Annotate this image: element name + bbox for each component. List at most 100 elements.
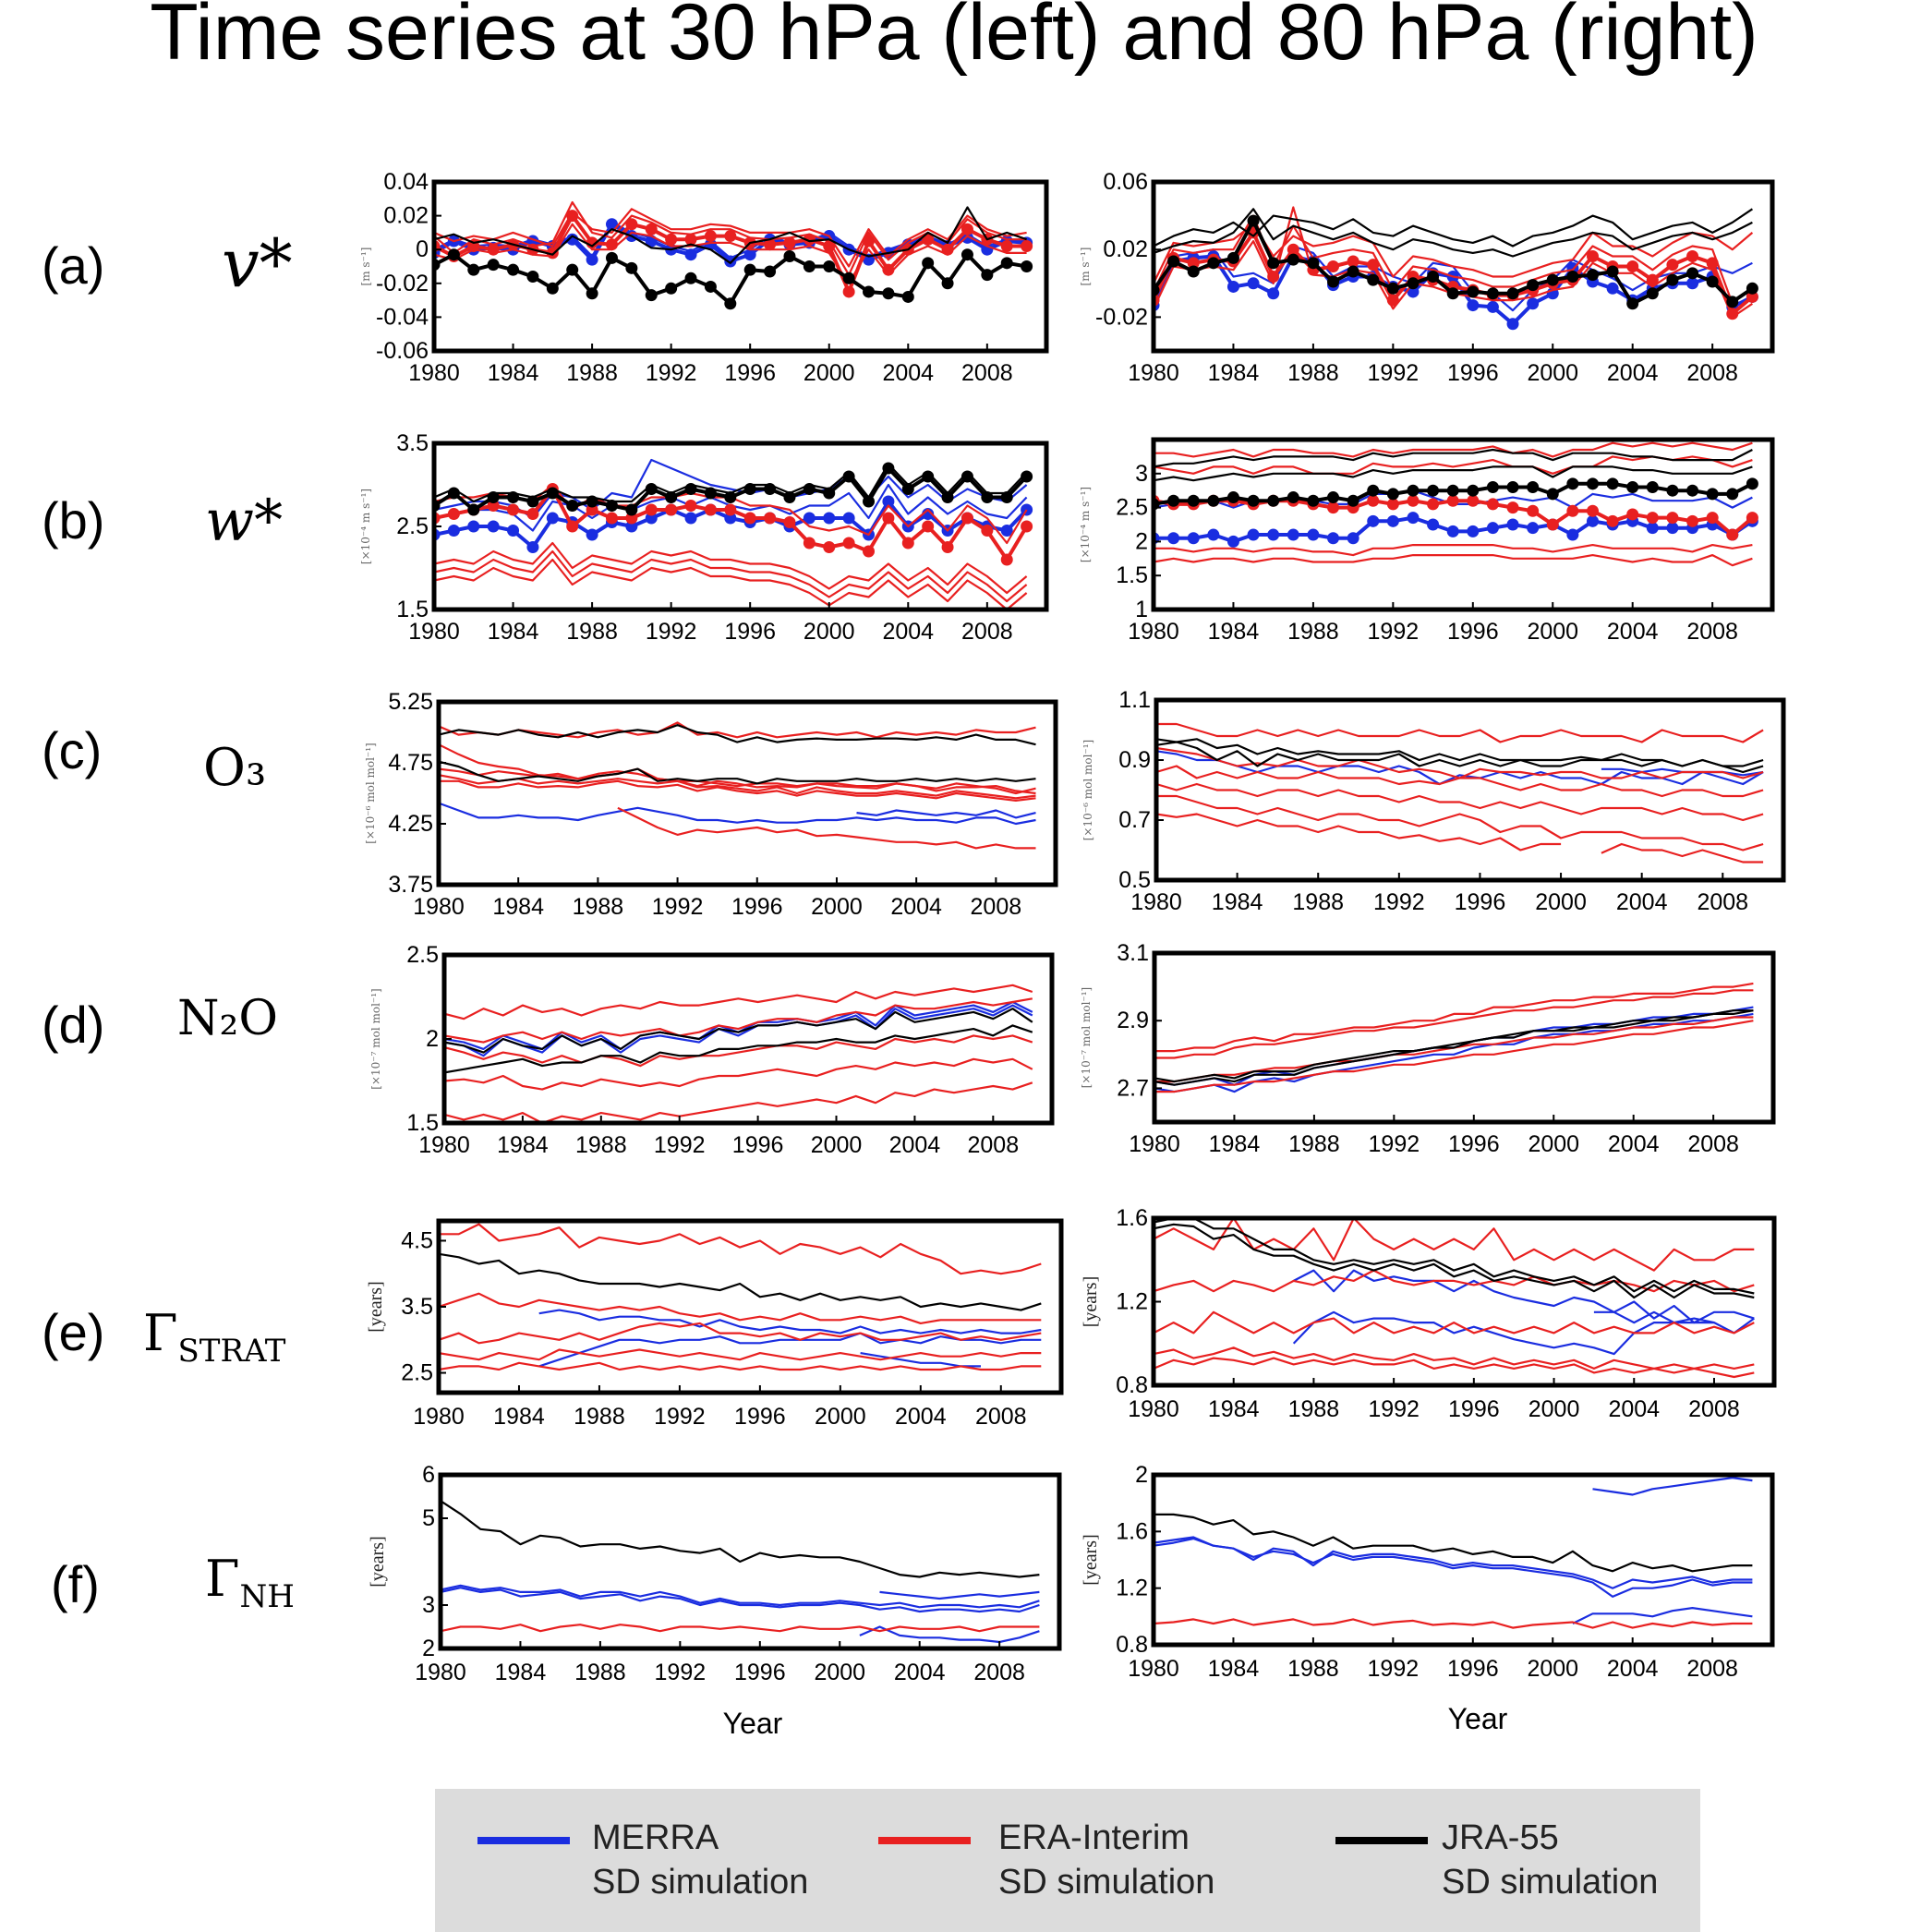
data-point-jra-55 (1287, 491, 1299, 504)
data-point-era-interim (863, 545, 876, 558)
y-tick-label: 1 (1135, 597, 1148, 622)
data-point-era-interim (1327, 260, 1340, 272)
series-line-era-interim (1156, 782, 1764, 822)
series-line-jra-55 (1154, 1218, 1755, 1295)
series-line-era-interim (1154, 1618, 1753, 1629)
y-axis-label: [years] (366, 1281, 386, 1333)
data-point-jra-55 (764, 265, 777, 278)
data-point-jra-55 (526, 270, 539, 283)
y-tick-label: 2 (1135, 1462, 1148, 1488)
data-point-era-interim (1566, 504, 1579, 517)
data-point-era-interim (566, 520, 579, 533)
x-tick-label: 2008 (1686, 1656, 1738, 1682)
row-label-e: (e) (42, 1303, 104, 1361)
row-label-d: (d) (42, 996, 104, 1054)
x-tick-label: 1992 (1368, 619, 1420, 645)
data-point-jra-55 (1247, 214, 1260, 227)
series-line-era-interim (439, 721, 1036, 739)
series-group (434, 200, 1033, 310)
x-tick-label: 1984 (1208, 1656, 1260, 1682)
data-point-era-interim (1646, 273, 1659, 286)
variable-label-f: Γ (205, 1550, 239, 1608)
data-point-era-interim (803, 537, 816, 549)
data-point-era-interim (981, 525, 994, 537)
data-point-era-interim (447, 508, 460, 520)
y-tick-label: 5.25 (388, 689, 433, 715)
data-point-jra-55 (1207, 257, 1220, 270)
data-point-era-interim (1706, 512, 1719, 525)
data-point-merra (724, 512, 737, 525)
x-tick-label: 1980 (408, 619, 460, 645)
data-point-jra-55 (842, 470, 855, 483)
data-point-era-interim (1746, 512, 1758, 525)
data-point-jra-55 (1327, 491, 1340, 504)
data-point-merra (1287, 528, 1299, 541)
data-point-jra-55 (1726, 488, 1739, 501)
svg-text:ΓSTRAT: ΓSTRAT (143, 1304, 286, 1370)
y-tick-label: 1.2 (1116, 1289, 1148, 1315)
data-point-merra (1327, 532, 1340, 545)
data-point-merra (1386, 514, 1399, 527)
series-line-era-interim (444, 1057, 1033, 1091)
figure-title: Time series at 30 hPa (left) and 80 hPa … (150, 0, 1758, 77)
data-point-era-interim (724, 230, 737, 243)
data-point-merra (1646, 522, 1659, 535)
data-point-jra-55 (1247, 494, 1260, 507)
series-line-era-interim (434, 549, 1028, 603)
y-tick-label: 0 (416, 236, 429, 262)
data-point-jra-55 (1686, 484, 1699, 497)
data-point-jra-55 (842, 272, 855, 284)
panel-a30: 1980 1984 1988 1992 1996 2000 2004 2008 0.04 0.02… (359, 169, 1049, 386)
data-point-merra (1686, 277, 1699, 290)
data-point-jra-55 (1207, 494, 1220, 507)
series-line-merra (1156, 750, 1764, 786)
data-point-era-interim (1686, 514, 1699, 527)
y-tick-label: 1.6 (1116, 1205, 1148, 1231)
series-group (1154, 1476, 1753, 1629)
series-line-merra (439, 802, 1036, 826)
data-point-era-interim (764, 238, 777, 251)
data-point-jra-55 (1000, 257, 1013, 270)
series-line-era-interim (1154, 982, 1754, 1053)
x-tick-label: 1984 (493, 1404, 545, 1430)
x-tick-label: 1988 (575, 1132, 627, 1158)
data-point-era-interim (1467, 494, 1480, 507)
data-point-merra (1226, 280, 1239, 293)
data-point-jra-55 (1646, 287, 1659, 300)
y-axis-label: [×10⁻⁶ mol mol⁻¹] (364, 743, 377, 844)
data-point-jra-55 (1546, 273, 1559, 286)
data-point-jra-55 (1706, 488, 1719, 501)
data-point-merra (1506, 318, 1519, 331)
data-point-merra (1446, 525, 1459, 537)
y-tick-label: 3.75 (388, 872, 433, 898)
data-point-era-interim (1586, 504, 1599, 517)
series-line-era-interim (1154, 543, 1753, 557)
data-point-merra (882, 495, 895, 508)
data-point-merra (645, 512, 658, 525)
data-point-era-interim (1726, 528, 1739, 541)
data-point-era-interim (1000, 240, 1013, 253)
data-point-jra-55 (526, 495, 539, 508)
data-point-merra (546, 512, 559, 525)
panel-a80: 1980 1984 1988 1992 1996 2000 2004 2008 0.06 0.02… (1079, 169, 1775, 386)
y-tick-label: 1.2 (1116, 1576, 1148, 1601)
data-point-era-interim (724, 503, 737, 516)
x-tick-label: 1984 (495, 1660, 547, 1685)
data-point-jra-55 (467, 503, 480, 516)
y-tick-label: 0.02 (383, 203, 429, 229)
data-point-era-interim (1506, 501, 1519, 514)
data-point-merra (1347, 532, 1359, 545)
x-tick-label: 2000 (803, 619, 855, 645)
data-point-jra-55 (1566, 270, 1579, 283)
data-point-jra-55 (1726, 296, 1739, 308)
panel-f30: 1980 1984 1988 1992 1996 2000 2004 2008 6 5 3 2 [yea… (368, 1462, 1062, 1685)
x-tick-label: 1988 (1287, 1656, 1339, 1682)
data-point-jra-55 (1021, 470, 1033, 483)
series-line-era-interim (439, 1361, 1042, 1371)
y-tick-label: 3.1 (1117, 940, 1149, 966)
data-point-era-interim (1586, 250, 1599, 263)
data-point-jra-55 (882, 287, 895, 300)
data-point-jra-55 (961, 470, 973, 483)
data-point-jra-55 (447, 248, 460, 261)
x-tick-label: 2008 (961, 360, 1013, 386)
